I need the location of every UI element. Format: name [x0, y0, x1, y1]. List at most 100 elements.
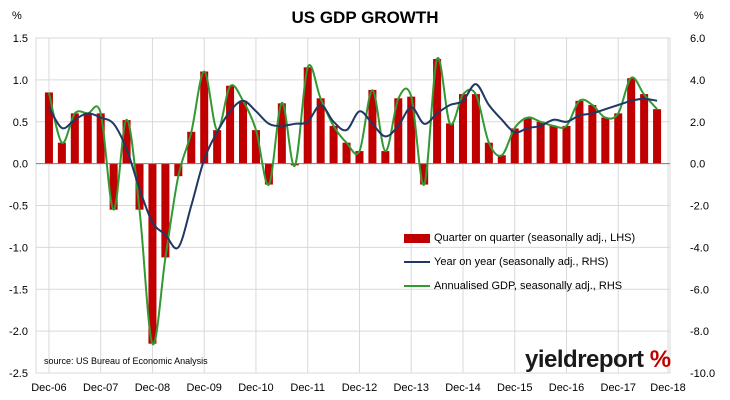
- y-tick-label-left: -1.0: [9, 242, 28, 254]
- annualised-gdp-line: [47, 57, 658, 346]
- bar: [368, 89, 377, 164]
- bar: [96, 113, 105, 164]
- bar: [575, 100, 584, 164]
- bar: [420, 163, 429, 185]
- bar: [484, 142, 493, 164]
- y-tick-label-left: -2.5: [9, 368, 28, 380]
- bar: [355, 151, 364, 164]
- bar: [213, 130, 222, 164]
- y-tick-label-right: -8.0: [690, 326, 709, 338]
- bar: [458, 94, 467, 164]
- bar: [381, 151, 390, 164]
- brand-logo: yieldreport %: [525, 346, 671, 374]
- x-tick-label: Dec-18: [650, 382, 685, 394]
- bar: [549, 125, 558, 164]
- year-on-year-line: [48, 83, 658, 250]
- legend-swatch-yoy: [404, 261, 430, 263]
- legend: Quarter on quarter (seasonally adj., LHS…: [404, 226, 635, 298]
- gridlines: [35, 37, 671, 374]
- x-tick-label: Dec-11: [290, 382, 325, 394]
- x-tick-label: Dec-16: [549, 382, 584, 394]
- brand-percent: %: [643, 346, 671, 373]
- y-tick-label-left: 1.5: [13, 33, 28, 45]
- bar: [497, 155, 506, 164]
- bar: [251, 130, 260, 164]
- source-note: source: US Bureau of Economic Analysis: [44, 356, 208, 366]
- y-tick-label-right: 6.0: [690, 33, 705, 45]
- x-tick-label: Dec-06: [31, 382, 66, 394]
- legend-label-qoq: Quarter on quarter (seasonally adj., LHS…: [434, 232, 636, 244]
- x-tick-label: Dec-07: [83, 382, 118, 394]
- x-tick-label: Dec-08: [135, 382, 170, 394]
- legend-item-annualised: Annualised GDP, seasonally adj., RHS: [404, 274, 635, 298]
- bar: [187, 131, 196, 164]
- y-tick-label-left: 0.5: [13, 117, 28, 129]
- bar: [226, 85, 235, 164]
- bar: [44, 92, 53, 164]
- y-tick-label-right: 2.0: [690, 117, 705, 129]
- y-tick-label-right: -10.0: [690, 368, 715, 380]
- y-tick-label-left: -1.5: [9, 284, 28, 296]
- bar: [523, 117, 532, 164]
- x-tick-label: Dec-09: [186, 382, 221, 394]
- bar-series: [44, 58, 662, 344]
- bar: [433, 58, 442, 164]
- bar: [601, 117, 610, 164]
- bar: [471, 94, 480, 164]
- x-tick-label: Dec-10: [238, 382, 273, 394]
- bar: [407, 96, 416, 164]
- legend-label-yoy: Year on year (seasonally adj., RHS): [434, 256, 609, 268]
- brand-text: yieldreport: [525, 346, 644, 373]
- y-tick-label-right: 0.0: [690, 159, 705, 171]
- bar: [239, 100, 248, 164]
- y-tick-label-right: -2.0: [690, 201, 709, 213]
- bar: [277, 103, 286, 164]
- axis-ticks: 1.5 1.0 0.5 0.0 -0.5 -1.0 -1.5 -2.0 -2.5 6.0 4.0 2.…: [9, 33, 715, 394]
- legend-item-yoy: Year on year (seasonally adj., RHS): [404, 250, 635, 274]
- bar: [303, 67, 312, 164]
- legend-label-annualised: Annualised GDP, seasonally adj., RHS: [434, 280, 623, 292]
- legend-swatch-bar: [404, 233, 430, 243]
- bar: [562, 125, 571, 164]
- bar: [316, 98, 325, 164]
- bar: [446, 123, 455, 164]
- bar: [394, 98, 403, 164]
- legend-item-qoq: Quarter on quarter (seasonally adj., LHS…: [404, 226, 635, 250]
- line-series: [47, 57, 658, 346]
- bar: [174, 163, 183, 177]
- bar: [510, 128, 519, 164]
- y-tick-label-left: -2.0: [9, 326, 28, 338]
- bar: [70, 113, 79, 164]
- bar: [122, 120, 131, 164]
- y-tick-label-left: -0.5: [9, 201, 28, 213]
- legend-swatch-annualised: [404, 285, 430, 287]
- x-tick-label: Dec-14: [445, 382, 480, 394]
- bar: [57, 142, 66, 164]
- chart-title: US GDP GROWTH: [291, 8, 439, 27]
- bar: [536, 121, 545, 164]
- y-tick-label-left: 1.0: [13, 75, 28, 87]
- bar: [148, 163, 157, 344]
- bar: [200, 71, 209, 164]
- bar: [653, 109, 662, 164]
- x-tick-label: Dec-12: [342, 382, 377, 394]
- y-tick-label-right: -4.0: [690, 242, 709, 254]
- bar: [161, 163, 170, 258]
- y-tick-label-right: -6.0: [690, 284, 709, 296]
- bar: [588, 105, 597, 164]
- bar: [264, 163, 273, 185]
- bar: [640, 94, 649, 164]
- bar: [614, 113, 623, 164]
- x-tick-label: Dec-15: [497, 382, 532, 394]
- bar: [627, 78, 636, 164]
- x-tick-label: Dec-17: [601, 382, 636, 394]
- y-tick-label-left: 0.0: [13, 159, 28, 171]
- x-tick-label: Dec-13: [393, 382, 428, 394]
- right-axis-unit: %: [694, 10, 704, 22]
- bar: [109, 163, 118, 210]
- bar: [342, 142, 351, 164]
- y-tick-label-right: 4.0: [690, 75, 705, 87]
- left-axis-unit: %: [12, 10, 22, 22]
